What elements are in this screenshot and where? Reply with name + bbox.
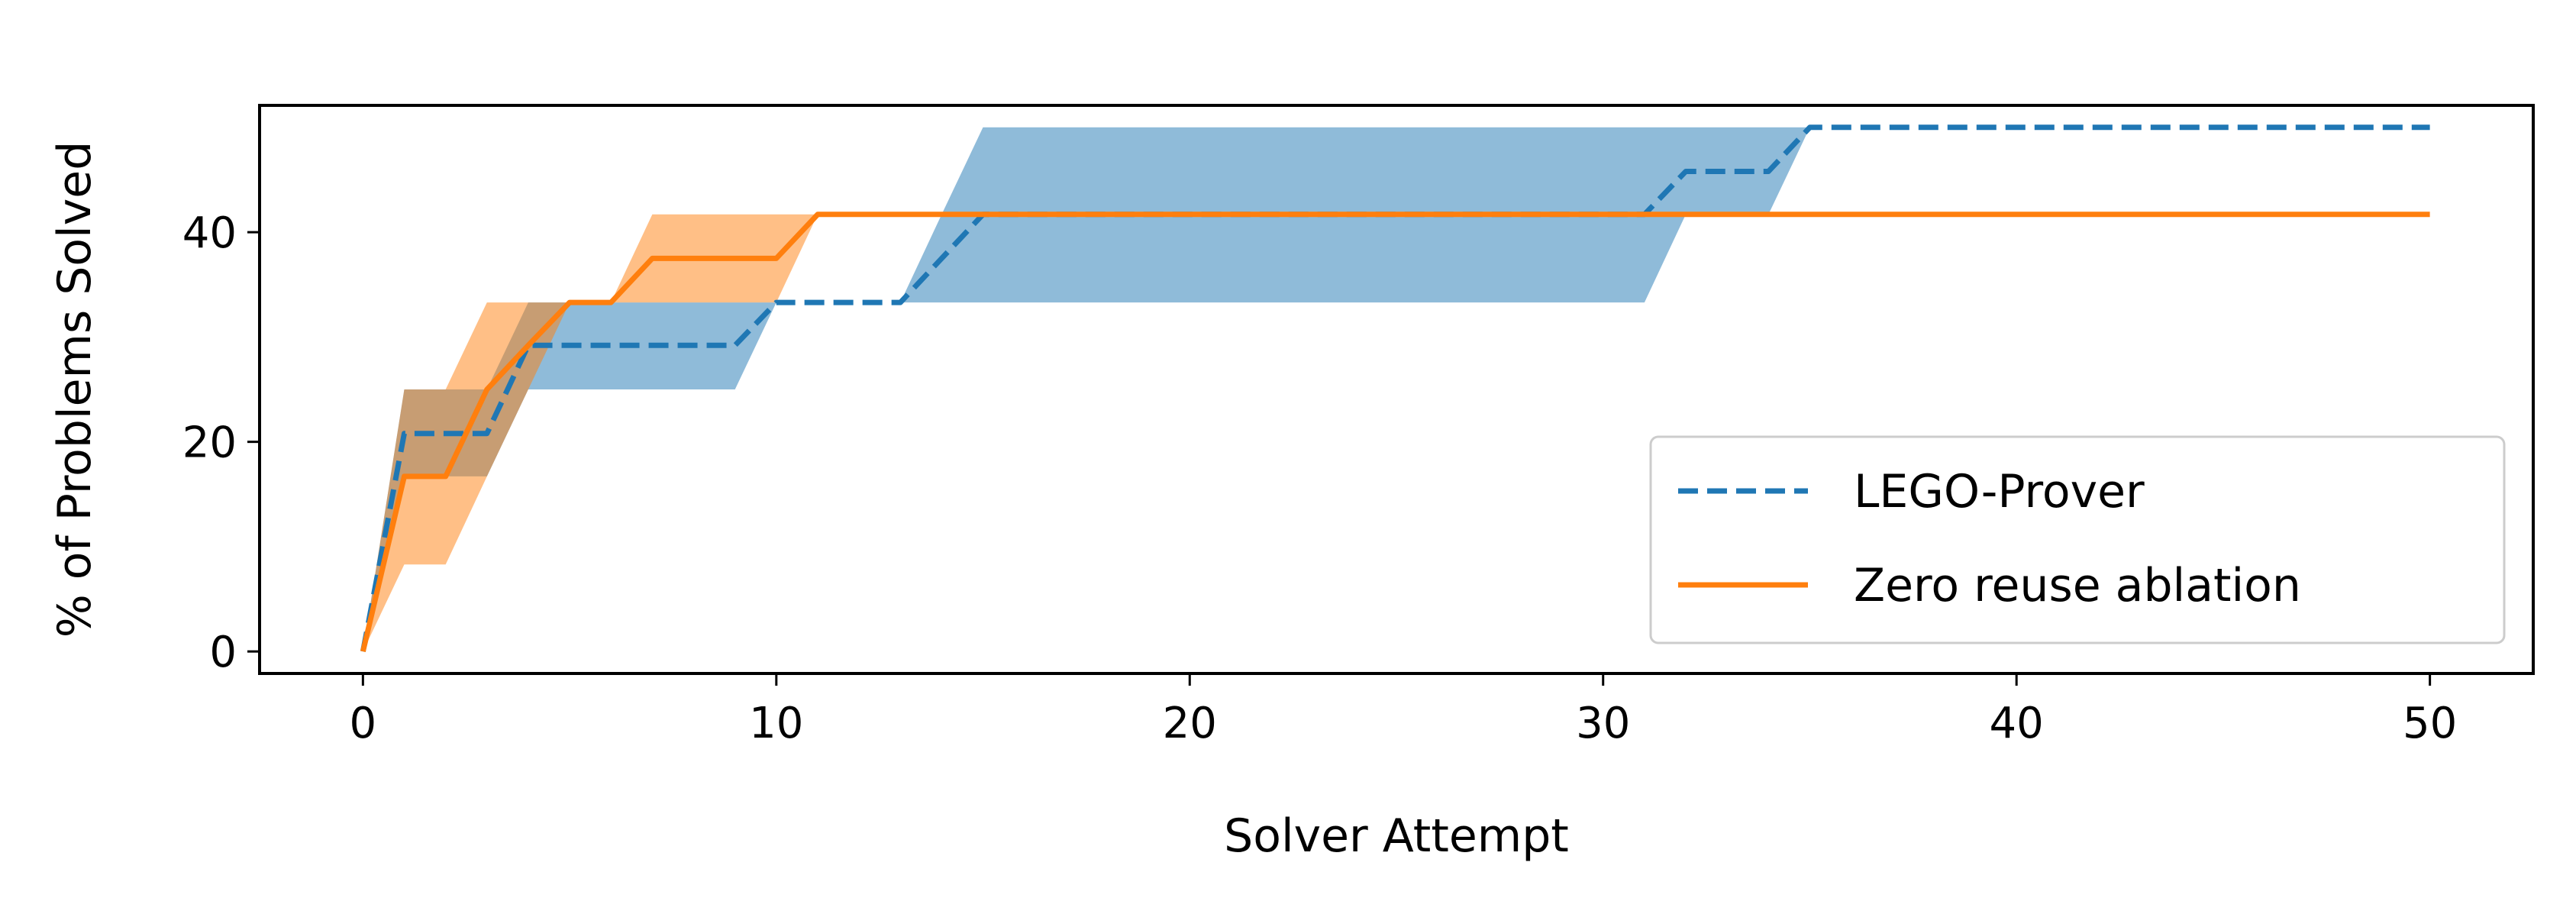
legend-label-lego-prover: LEGO-Prover [1854,465,2145,518]
legend-box [1649,435,2506,644]
x-tick-label: 40 [1990,699,2044,748]
y-tick-label: 0 [209,628,237,677]
confidence-bands [363,127,2430,652]
series-line-1 [360,212,2430,653]
x-tick-label: 20 [1163,699,1217,748]
series-line-0 [360,124,2430,652]
x-axis-label: Solver Attempt [1224,809,1569,863]
x-axis-ticks: 0 10 20 30 40 50 [350,673,2457,748]
confidence-band-0 [363,127,2430,652]
y-axis-label: % of Problems Solved [48,141,102,638]
legend: LEGO-Prover Zero reuse ablation [1649,435,2506,644]
x-tick-label: 0 [350,699,377,748]
series-lines [360,124,2430,653]
x-tick-label: 10 [749,699,803,748]
x-tick-label: 50 [2403,699,2457,748]
y-tick-label: 20 [182,418,237,468]
y-axis-ticks: 0 20 40 [182,208,260,677]
plot-area-frame [258,104,2535,675]
legend-label-zero-reuse-ablation: Zero reuse ablation [1854,559,2301,612]
y-tick-label: 40 [182,208,237,258]
x-tick-label: 30 [1576,699,1630,748]
